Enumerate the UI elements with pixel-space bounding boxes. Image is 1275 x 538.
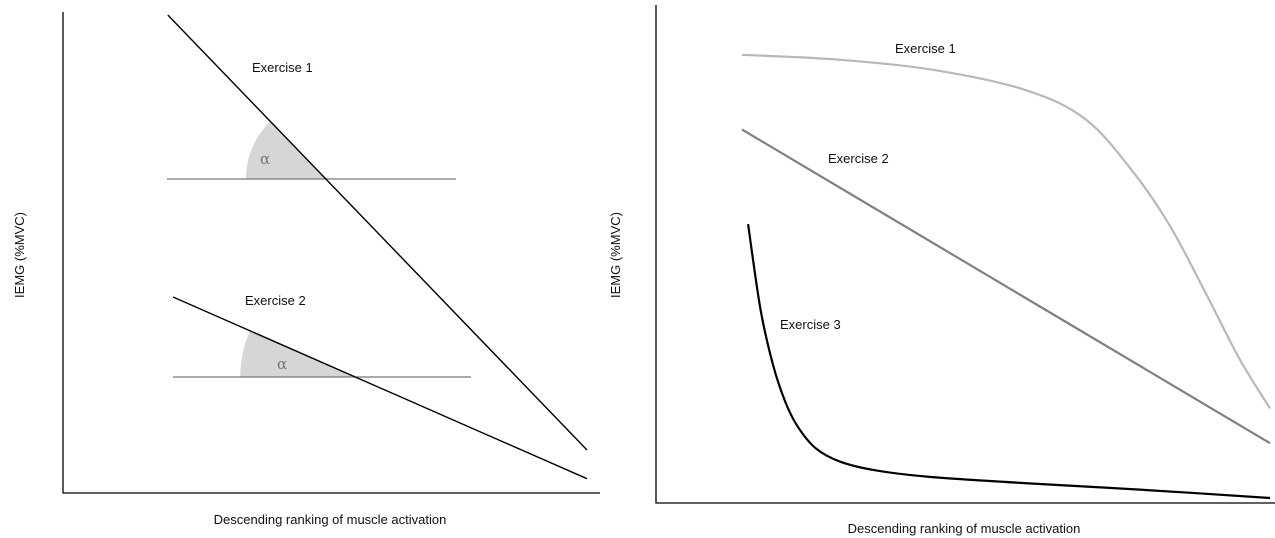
y-axis-label: IEMG (%MVC) (12, 212, 27, 298)
left-chart: Exercise 1 Exercise 2 α α Descending ran… (12, 12, 600, 527)
angle-label-exercise-1: α (260, 150, 270, 168)
series-line-exercise-1 (741, 53, 1271, 409)
y-axis-label: IEMG (%MVC) (608, 212, 623, 298)
left-chart-axes (62, 12, 600, 494)
series-label-exercise-1: Exercise 1 (895, 41, 956, 56)
right-chart-axes (655, 5, 1275, 504)
right-chart: Exercise 1 Exercise 2 Exercise 3 Descend… (608, 5, 1275, 536)
series-line-exercise-3 (747, 223, 1271, 500)
x-axis-label: Descending ranking of muscle activation (848, 521, 1081, 536)
angle-label-exercise-2: α (277, 355, 287, 373)
series-label-exercise-2: Exercise 2 (828, 151, 889, 166)
series-label-exercise-2: Exercise 2 (245, 293, 306, 308)
series-label-exercise-1: Exercise 1 (252, 60, 313, 75)
series-line-exercise-2 (741, 128, 1271, 445)
x-axis-label: Descending ranking of muscle activation (214, 512, 447, 527)
series-label-exercise-3: Exercise 3 (780, 317, 841, 332)
angle-wedge-exercise-2 (240, 330, 356, 377)
angle-wedge-exercise-1 (245, 121, 326, 179)
series-line-exercise-2 (172, 296, 588, 480)
series-line-exercise-1 (167, 14, 588, 451)
